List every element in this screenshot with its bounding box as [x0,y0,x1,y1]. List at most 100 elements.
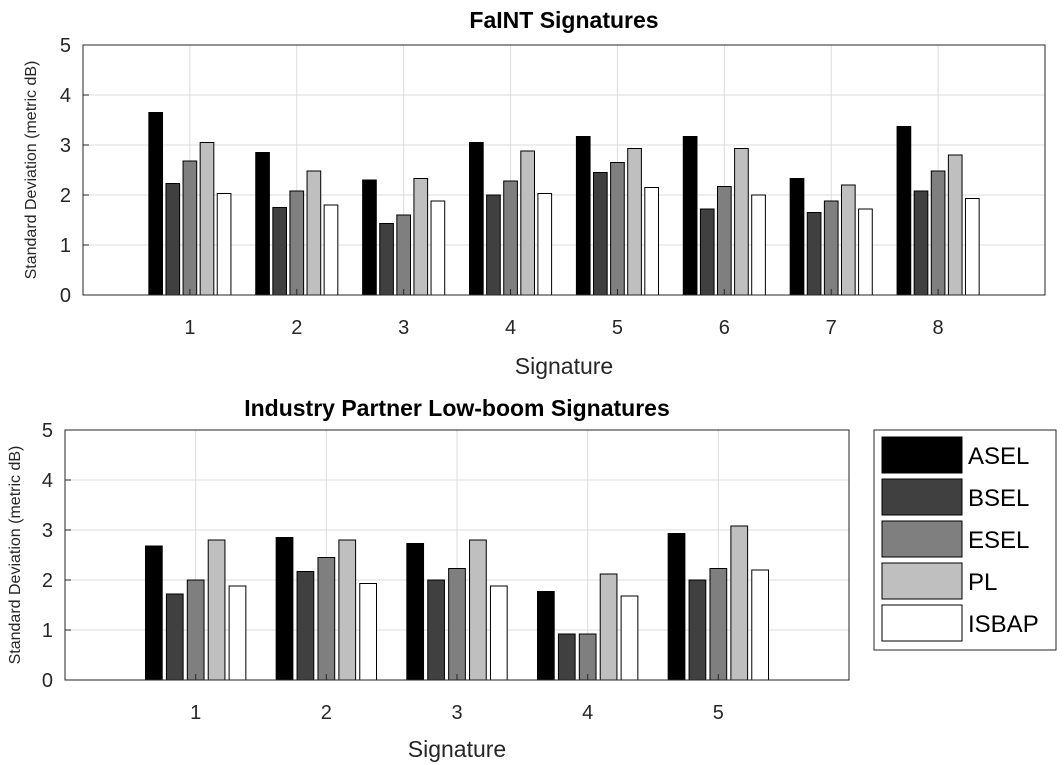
bar-asel-5 [667,533,686,681]
chart-title: FaINT Signatures [469,7,658,33]
bar-asel-6 [682,136,698,296]
bar-pl-8 [947,154,963,296]
y-tick-label: 1 [60,235,71,257]
x-tick-label: 1 [190,702,201,724]
bar-bsel-3 [379,223,394,296]
bar-esel-4 [503,180,518,296]
bar-asel-2 [255,152,270,296]
y-tick-label: 4 [42,470,53,492]
legend-swatch-esel [881,520,963,558]
bar-bsel-5 [688,579,707,681]
bar-pl-4 [599,573,618,681]
bar-asel-7 [789,178,805,296]
bar-bsel-1 [165,183,181,296]
bar-pl-5 [730,525,749,681]
x-tick-label: 4 [582,702,593,724]
bar-pl-7 [840,184,856,296]
bar-esel-3 [448,568,466,681]
y-tick-label: 4 [60,85,71,107]
tick-labels: 0 1 2 3 4 5 1 2 3 4 5 6 7 8 [60,35,944,339]
bar-bsel-5 [593,172,608,296]
legend-label-esel: ESEL [968,527,1029,554]
bar-asel-4 [469,142,484,296]
y-tick-label: 0 [60,285,71,307]
chart-industry-partner-signatures: Industry Partner Low-boom Signatures 0 1 2… [7,395,850,762]
bar-isbap-1 [228,585,247,681]
y-tick-label: 0 [42,670,53,692]
bar-esel-2 [317,557,336,681]
legend: ASEL BSEL ESEL PL ISBAP [873,429,1057,651]
bar-esel-5 [610,162,625,296]
x-tick-label: 5 [612,317,623,339]
y-tick-label: 2 [60,185,71,207]
legend-box [873,429,1057,651]
bar-bsel-8 [913,190,929,296]
bar-asel-4 [536,591,555,681]
bar-asel-1 [148,112,164,296]
bar-isbap-7 [858,208,873,296]
bar-pl-5 [627,148,642,296]
bar-bsel-3 [427,579,445,681]
bar-isbap-8 [964,198,980,296]
x-tick-label: 8 [933,317,944,339]
legend-swatch-bsel [881,478,963,516]
bar-isbap-1 [216,193,232,296]
bar-bsel-2 [272,207,288,296]
x-tick-label: 2 [291,317,302,339]
y-tick-label: 2 [42,570,53,592]
y-tick-label: 3 [42,520,53,542]
x-tick-label: 1 [184,317,195,339]
bar-isbap-2 [359,583,378,681]
legend-label-isbap: ISBAP [968,611,1039,638]
bar-bsel-4 [486,194,501,296]
bar-esel-3 [396,214,412,296]
bar-asel-3 [406,543,425,681]
bar-esel-2 [289,190,305,296]
bars [144,525,770,681]
bar-isbap-3 [430,200,446,296]
chart-title: Industry Partner Low-boom Signatures [244,395,670,421]
bar-isbap-4 [620,595,639,681]
bar-esel-8 [930,170,946,296]
bar-isbap-2 [323,204,339,296]
bar-pl-2 [338,539,357,681]
legend-swatch-asel [881,436,963,474]
legend-swatch-pl [881,562,963,600]
bar-bsel-7 [806,212,822,296]
x-tick-label: 7 [826,317,837,339]
x-axis-label: Signature [515,353,613,379]
bar-isbap-3 [489,585,508,681]
bar-bsel-1 [165,593,184,681]
bars [148,112,980,296]
bar-asel-8 [896,126,912,296]
x-tick-label: 4 [505,317,516,339]
bar-isbap-5 [644,187,659,296]
bar-esel-1 [186,579,205,681]
bar-isbap-6 [751,194,766,296]
bar-esel-5 [709,568,728,681]
bar-asel-3 [362,179,377,296]
x-tick-label: 3 [451,702,462,724]
y-tick-label: 1 [42,620,53,642]
bar-pl-3 [469,539,487,681]
x-axis-label: Signature [408,736,506,762]
y-axis-label: Standard Deviation (metric dB) [23,61,40,280]
tick-labels: 0 1 2 3 4 5 1 2 3 4 5 [42,420,724,724]
bar-isbap-4 [537,193,553,296]
y-tick-label: 5 [60,35,71,57]
bar-asel-5 [575,136,591,296]
bar-isbap-5 [751,569,770,681]
bar-pl-2 [306,170,322,296]
bar-pl-1 [199,142,215,296]
bar-pl-6 [734,148,749,296]
bar-bsel-6 [699,208,715,296]
bar-pl-4 [520,150,536,296]
legend-label-asel: ASEL [968,443,1029,470]
bar-pl-3 [413,178,429,296]
bar-esel-1 [182,160,198,296]
bar-pl-1 [207,539,226,681]
chart-faint-signatures: FaINT Signatures 0 1 2 3 4 5 1 2 3 4 5 6 7 8 Signatur… [23,7,1046,379]
bar-asel-1 [144,545,163,681]
x-tick-label: 5 [713,702,724,724]
